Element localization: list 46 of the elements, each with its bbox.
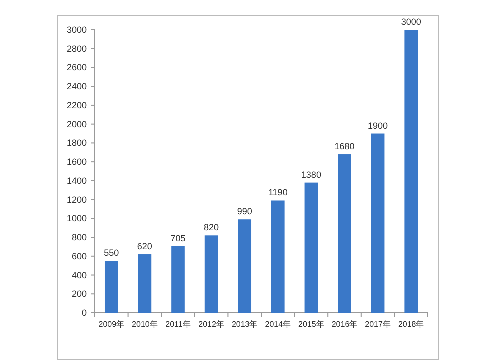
x-tick-label: 2009年 xyxy=(98,320,125,329)
data-label: 550 xyxy=(104,248,120,258)
y-tick-label: 600 xyxy=(72,251,87,262)
y-tick-label: 1600 xyxy=(66,157,87,168)
data-label: 1900 xyxy=(368,120,388,131)
x-tick-label: 2015年 xyxy=(298,320,324,329)
y-tick-label: 3000 xyxy=(66,25,87,35)
data-label: 620 xyxy=(137,242,152,252)
x-tick-label: 2012年 xyxy=(198,320,224,329)
y-tick-label: 2600 xyxy=(66,62,87,73)
bar xyxy=(104,261,118,313)
y-tick-label: 400 xyxy=(72,270,87,280)
x-tick-label: 2010年 xyxy=(132,320,158,329)
data-label: 1380 xyxy=(301,170,322,180)
y-tick-label: 2800 xyxy=(66,44,87,54)
y-tick-label: 2000 xyxy=(66,119,87,130)
data-label: 1680 xyxy=(334,142,355,152)
y-tick-label: 1200 xyxy=(66,194,87,205)
data-label: 3000 xyxy=(401,17,422,27)
y-tick-label: 800 xyxy=(72,232,87,243)
x-tick-label: 2014年 xyxy=(265,320,292,329)
y-tick-label: 1400 xyxy=(66,176,87,186)
y-tick-label: 1800 xyxy=(66,138,87,148)
bar xyxy=(172,246,185,313)
x-tick-label: 2011年 xyxy=(166,320,191,329)
data-label: 990 xyxy=(237,206,252,217)
bar xyxy=(138,254,152,313)
bar xyxy=(238,220,252,313)
x-tick-label: 2013年 xyxy=(232,320,258,329)
data-label: 705 xyxy=(170,233,186,244)
bar xyxy=(204,236,218,313)
bar xyxy=(338,154,352,313)
y-tick-label: 2200 xyxy=(66,100,87,110)
x-tick-label: 2016年 xyxy=(332,320,358,329)
y-tick-label: 2400 xyxy=(66,82,87,92)
data-label: 1190 xyxy=(268,188,288,198)
x-tick-label: 2017年 xyxy=(365,320,391,329)
bar xyxy=(304,182,318,313)
bar xyxy=(271,200,285,313)
y-tick-label: 1000 xyxy=(66,214,87,224)
bar xyxy=(371,134,385,313)
data-label: 820 xyxy=(204,222,220,233)
x-tick-label: 2018年 xyxy=(398,320,424,329)
y-tick-label: 0 xyxy=(82,308,87,318)
y-tick-label: 200 xyxy=(72,289,87,300)
bar xyxy=(404,30,418,313)
